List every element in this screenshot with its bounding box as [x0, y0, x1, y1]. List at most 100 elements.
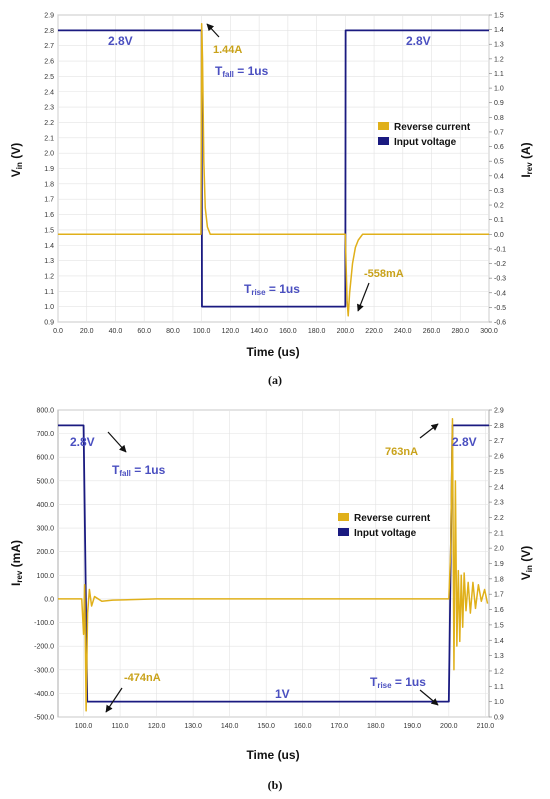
chart-b-panel-label: (b) — [268, 778, 283, 792]
chart-a-annotation-tfall: Tfall = 1us — [215, 64, 269, 79]
chart-b-y2-tick-label: 0.9 — [494, 715, 504, 722]
chart-a-x-tick-label: 200.0 — [337, 328, 355, 335]
chart-a-y-tick-label: 2.9 — [44, 13, 54, 20]
chart-a-y2-tick-label: -0.6 — [494, 320, 506, 327]
chart-b-plot-frame — [57, 409, 490, 718]
chart-a-x-tick-label: 280.0 — [452, 328, 470, 335]
chart-b-y-tick-label: 700.0 — [36, 431, 54, 438]
chart-a-y2-tick-label: -0.2 — [494, 261, 506, 268]
chart-b-series — [58, 417, 489, 712]
chart-b-y2-tick-label: 1.7 — [494, 592, 504, 599]
chart-b-arrow-trough — [105, 687, 123, 713]
chart-b-legend-swatch-voltage — [338, 528, 349, 536]
chart-a-y-tick-label: 2.3 — [44, 105, 54, 112]
chart-b-y2-tick-label: 1.0 — [494, 699, 504, 706]
chart-b-y2-tick-label: 2.6 — [494, 454, 504, 461]
chart-a-x-tick-label: 240.0 — [394, 328, 412, 335]
chart-b-y-tick-label: 300.0 — [36, 526, 54, 533]
chart-a-annotation-trise: Trise = 1us — [244, 282, 300, 297]
chart-a-y2-tick-label: 0.3 — [494, 188, 504, 195]
chart-b-annotation-trough: -474nA — [124, 672, 161, 684]
chart-b-legend-swatch-current — [338, 513, 349, 521]
chart-b-x-tick-label: 120.0 — [148, 723, 166, 730]
chart-b-x-tick-label: 170.0 — [330, 723, 348, 730]
chart-a-y-tick-label: 1.1 — [44, 289, 54, 296]
chart-a-x-tick-label: 100.0 — [193, 328, 211, 335]
chart-a-y-tick-label: 2.0 — [44, 151, 54, 158]
chart-a-arrow-trough — [357, 282, 370, 312]
chart-a-y-tick-label: 2.5 — [44, 74, 54, 81]
chart-b-y2-tick-label: 2.2 — [494, 515, 504, 522]
chart-a-y2-tick-label: 1.2 — [494, 56, 504, 63]
chart-b-y2-tick-label: 1.3 — [494, 653, 504, 660]
chart-a-x-tick-label: 40.0 — [109, 328, 123, 335]
chart-b-y-axis-title: Irev (mA) — [9, 540, 24, 586]
chart-b-y2-tick-label: 1.8 — [494, 576, 504, 583]
chart-a-y-tick-label: 2.7 — [44, 43, 54, 50]
chart-a-y2-tick-label: -0.4 — [494, 290, 506, 297]
chart-a-x-tick-label: 160.0 — [279, 328, 297, 335]
chart-a-y-tick-label: 1.8 — [44, 181, 54, 188]
chart-b-y2-tick-label: 1.6 — [494, 607, 504, 614]
chart-a-y-tick-label: 1.6 — [44, 212, 54, 219]
chart-b-y2-tick-label: 1.1 — [494, 684, 504, 691]
chart-b-y2-tick-label: 2.3 — [494, 500, 504, 507]
chart-b-arrow-trise — [419, 689, 439, 706]
chart-a-y2-tick-label: 1.1 — [494, 71, 504, 78]
chart-b-y2-axis-title: Vin (V) — [519, 546, 534, 580]
chart-a-y-axis-title: Vin (V) — [9, 143, 24, 177]
chart-a-y2-tick-label: 1.0 — [494, 86, 504, 93]
chart-a-y2-tick-label: 0.6 — [494, 144, 504, 151]
chart-a-x-tick-label: 80.0 — [166, 328, 180, 335]
chart-b-annotation-1v: 1V — [275, 687, 290, 701]
chart-a-y2-tick-label: 0.5 — [494, 159, 504, 166]
chart-a-series — [58, 23, 489, 317]
chart-a-x-tick-label: 0.0 — [53, 328, 63, 335]
chart-a-ticks: 0.0 20.0 40.0 60.0 80.0 100.0 120.0 140.0 160.0 1… — [44, 13, 506, 336]
chart-b-y-tick-label: -300.0 — [34, 667, 54, 674]
chart-b-y-tick-label: 600.0 — [36, 455, 54, 462]
chart-a-y2-tick-label: 0.4 — [494, 173, 504, 180]
chart-a-y2-tick-label: 1.3 — [494, 42, 504, 49]
chart-a: 0.0 20.0 40.0 60.0 80.0 100.0 120.0 140.0 160.0 1… — [9, 13, 534, 388]
chart-b-x-tick-label: 150.0 — [257, 723, 275, 730]
chart-b-x-tick-label: 160.0 — [294, 723, 312, 730]
chart-a-y2-tick-label: 1.4 — [494, 27, 504, 34]
chart-a-y2-tick-label: 1.5 — [494, 13, 504, 20]
chart-b-y2-tick-label: 2.7 — [494, 438, 504, 445]
chart-b-y-tick-label: -100.0 — [34, 620, 54, 627]
chart-a-annotation-trough: -558mA — [364, 268, 404, 280]
chart-a-x-tick-label: 120.0 — [222, 328, 240, 335]
chart-a-y2-tick-label: 0.0 — [494, 232, 504, 239]
chart-a-grid — [57, 14, 490, 323]
chart-a-y-tick-label: 2.2 — [44, 120, 54, 127]
chart-b-y-tick-label: -500.0 — [34, 715, 54, 722]
chart-b-x-tick-label: 210.0 — [477, 723, 495, 730]
chart-b-y-tick-label: 500.0 — [36, 478, 54, 485]
chart-b-y2-tick-label: 1.9 — [494, 561, 504, 568]
chart-a-y2-tick-label: 0.8 — [494, 115, 504, 122]
chart-b-y-tick-label: 100.0 — [36, 573, 54, 580]
chart-b-y2-tick-label: 2.9 — [494, 408, 504, 415]
chart-b-y2-tick-label: 1.2 — [494, 668, 504, 675]
chart-b-legend: Reverse current Input voltage — [338, 513, 431, 539]
chart-a-series-input-voltage — [58, 29, 489, 308]
chart-b-annotation-2v8-left: 2.8V — [70, 435, 95, 449]
chart-a-y-tick-label: 2.8 — [44, 28, 54, 35]
chart-a-y-tick-label: 2.6 — [44, 59, 54, 66]
chart-a-x-tick-label: 220.0 — [365, 328, 383, 335]
chart-b-annotation-tfall: Tfall = 1us — [112, 463, 166, 478]
chart-b-y-tick-label: 0.0 — [44, 596, 54, 603]
chart-b-x-tick-label: 130.0 — [184, 723, 202, 730]
chart-b-grid — [58, 409, 489, 718]
chart-a-x-tick-label: 140.0 — [250, 328, 268, 335]
chart-a-legend-swatch-current — [378, 122, 389, 130]
chart-b-y2-tick-label: 2.8 — [494, 423, 504, 430]
chart-a-y-tick-label: 1.9 — [44, 166, 54, 173]
chart-b-annotation-trise: Trise = 1us — [370, 675, 426, 690]
chart-b-ticks: 100.0 110.0 120.0 130.0 140.0 150.0 160.0 170.0… — [34, 408, 504, 731]
chart-b-arrow-tfall — [107, 431, 127, 453]
chart-a-x-axis-title: Time (us) — [246, 345, 299, 359]
chart-a-legend-current: Reverse current — [394, 122, 471, 133]
